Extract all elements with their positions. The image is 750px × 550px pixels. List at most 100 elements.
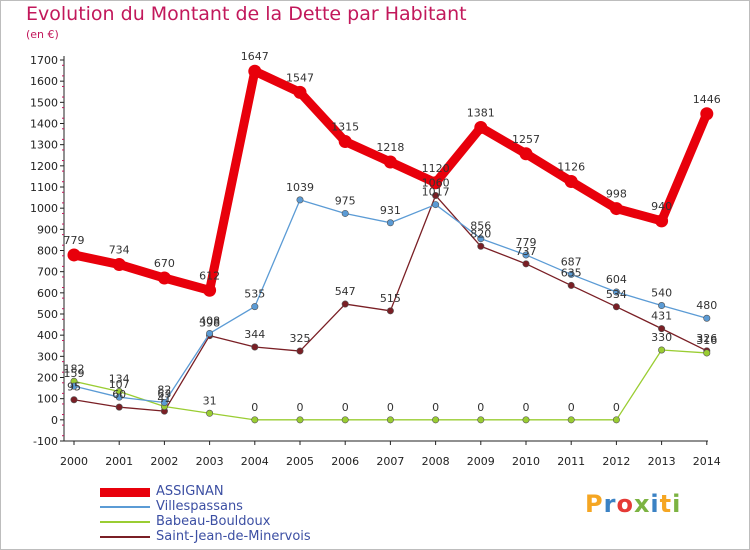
y-tick-label: 1300 [30, 139, 58, 152]
data-point [293, 85, 307, 99]
chart-axes [60, 56, 708, 445]
data-label: 0 [251, 401, 258, 414]
data-point [341, 300, 349, 308]
data-label: 431 [651, 310, 672, 323]
data-label: 316 [696, 334, 717, 347]
y-tick-label: 1500 [30, 96, 58, 109]
logo-letter: i [672, 490, 682, 518]
data-point [70, 396, 78, 404]
data-label: 63 [157, 387, 171, 400]
x-tick-label: 2014 [693, 455, 721, 468]
data-label: 779 [516, 236, 537, 249]
x-tick-label: 2005 [286, 455, 314, 468]
data-label: 1120 [422, 162, 450, 175]
data-point [203, 283, 217, 297]
data-label: 0 [432, 401, 439, 414]
data-label: 0 [613, 401, 620, 414]
data-point [432, 201, 440, 209]
data-point [248, 64, 262, 78]
proxiti-logo: Proxiti [585, 490, 681, 518]
legend-label: ASSIGNAN [156, 484, 224, 499]
data-label: 547 [335, 285, 356, 298]
y-tick-label: 0 [51, 414, 58, 427]
data-label: 330 [651, 331, 672, 344]
data-point [251, 416, 259, 424]
y-tick-label: 1100 [30, 181, 58, 194]
data-point [115, 393, 123, 401]
data-label: 820 [470, 227, 491, 240]
y-tick-labels: -100 0 100 200 300 400 500 600 700 800 900 1000 1100… [30, 54, 58, 448]
legend-label: Saint-Jean-de-Minervois [156, 529, 311, 544]
data-point [522, 260, 530, 268]
data-point [612, 303, 620, 311]
y-tick-label: -100 [33, 435, 58, 448]
legend-swatch [100, 521, 150, 523]
data-label: 1257 [512, 133, 540, 146]
y-tick-label: 1700 [30, 54, 58, 67]
series-layer [67, 64, 714, 424]
data-point [251, 303, 259, 311]
legend-label: Babeau-Bouldoux [156, 514, 271, 529]
data-label: 998 [606, 188, 627, 201]
data-label: 0 [568, 401, 575, 414]
data-point [206, 329, 214, 337]
data-label: 940 [651, 200, 672, 213]
data-label: 856 [470, 220, 491, 233]
x-tick-label: 2003 [196, 455, 224, 468]
data-point [609, 202, 623, 216]
x-tick-label: 2006 [331, 455, 359, 468]
logo-letter: t [659, 490, 673, 518]
data-label: 95 [67, 381, 81, 394]
logo-letter: r [603, 490, 617, 518]
data-label: 604 [606, 273, 627, 286]
x-tick-label: 2008 [422, 455, 450, 468]
data-label: 975 [335, 194, 356, 207]
legend-swatch [100, 487, 150, 497]
data-point [112, 257, 126, 271]
legend-swatch [100, 506, 150, 508]
y-tick-label: 700 [37, 266, 58, 279]
data-point [296, 196, 304, 204]
y-tick-label: 900 [37, 223, 58, 236]
data-label: 779 [64, 234, 85, 247]
data-label: 734 [109, 243, 130, 256]
data-point [567, 416, 575, 424]
data-label: 1017 [422, 186, 450, 199]
data-label: 326 [696, 332, 717, 345]
data-label: 107 [109, 378, 130, 391]
data-point [157, 271, 171, 285]
data-labels: 779 734 670 612 1647 1547 1315 1218 1120 1381 1257… [64, 50, 721, 414]
data-point [474, 121, 488, 135]
data-label: 1039 [286, 181, 314, 194]
data-label: 612 [199, 269, 220, 282]
y-tick-label: 400 [37, 329, 58, 342]
x-tick-label: 2002 [150, 455, 178, 468]
data-point [703, 314, 711, 322]
data-label: 1381 [467, 107, 495, 120]
data-label: 1060 [422, 176, 450, 189]
data-point [658, 302, 666, 310]
data-label: 1647 [241, 50, 269, 63]
data-label: 670 [154, 257, 175, 270]
data-point [341, 416, 349, 424]
logo-letter: i [650, 490, 660, 518]
data-label: 737 [516, 245, 537, 258]
y-tick-label: 200 [37, 372, 58, 385]
data-point [386, 219, 394, 227]
data-label: 31 [203, 394, 217, 407]
x-tick-label: 2000 [60, 455, 88, 468]
data-point [67, 248, 81, 262]
data-point [251, 343, 259, 351]
legend-label: Villespassans [156, 499, 243, 514]
data-point [115, 403, 123, 411]
data-label: 159 [64, 367, 85, 380]
data-point [432, 416, 440, 424]
y-tick-label: 300 [37, 350, 58, 363]
data-label: 1547 [286, 71, 314, 84]
logo-letter: P [585, 490, 604, 518]
data-point [338, 134, 352, 148]
data-point [296, 416, 304, 424]
data-label: 0 [477, 401, 484, 414]
y-tick-label: 1400 [30, 118, 58, 131]
data-point [206, 409, 214, 417]
